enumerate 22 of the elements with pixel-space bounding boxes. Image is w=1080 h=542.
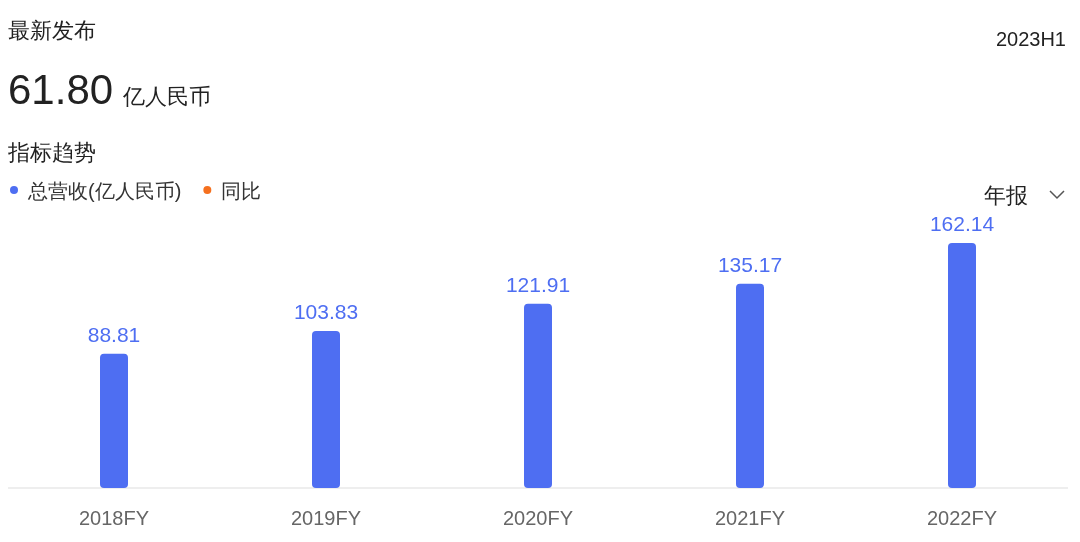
bar [100, 353, 128, 488]
data-label: 135.17 [717, 252, 783, 276]
bar [312, 331, 340, 488]
chart-subtitle: 61.80 亿人民币 [8, 66, 212, 113]
x-tick-label: 2021FY [714, 507, 786, 529]
text: 2023H1 [995, 28, 1066, 50]
text: 指标趋势 [7, 140, 96, 165]
bar [524, 303, 552, 488]
x-tick-label: 2018FY [78, 507, 150, 529]
x-tick-label: 2019FY [290, 507, 362, 529]
data-label: 162.14 [929, 212, 995, 235]
chart-title: 最新发布 [8, 18, 96, 43]
text: 年报 [984, 183, 1028, 208]
data-label: 121.91 [505, 272, 571, 296]
bar [736, 283, 764, 488]
bar [948, 243, 976, 488]
data-label: 103.83 [293, 300, 359, 324]
x-tick-label: 2020FY [502, 507, 574, 529]
legend-label: 同比 [221, 180, 262, 202]
x-tick-label: 2022FY [926, 507, 998, 529]
data-label: 88.81 [87, 322, 141, 346]
legend-label: 总营收(亿人民币) [27, 180, 182, 202]
